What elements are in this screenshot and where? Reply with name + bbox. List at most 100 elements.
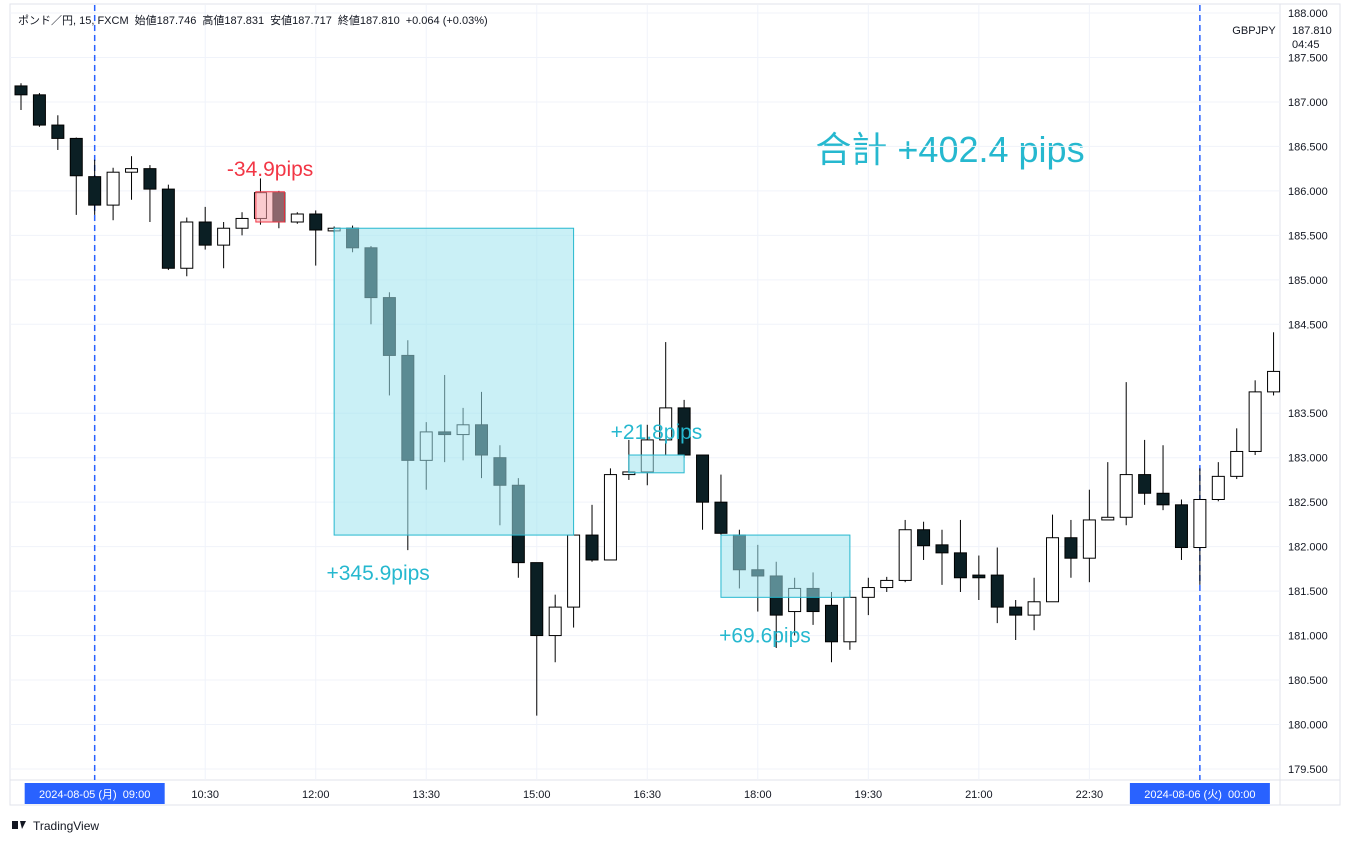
trade-label: -34.9pips — [227, 158, 313, 181]
candle-body — [1230, 450, 1244, 477]
x-tick-label: 12:00 — [302, 789, 330, 801]
candle-body — [1193, 498, 1207, 549]
x-tick-label: 19:30 — [855, 789, 883, 801]
y-tick-label: 181.000 — [1288, 631, 1328, 643]
y-tick-label: 183.000 — [1288, 453, 1328, 465]
header-item: ポンド／円, 15, FXCM — [18, 15, 129, 27]
candle-body — [1027, 601, 1041, 616]
candle-body — [567, 534, 581, 608]
candle-body — [1174, 504, 1188, 549]
candle-body — [309, 213, 323, 231]
total-label: 合計 +402.4 pips — [815, 129, 1084, 170]
candle-body — [32, 94, 46, 126]
candle-body — [217, 227, 231, 246]
candle-body — [585, 534, 599, 561]
candle-body — [972, 574, 986, 579]
grid — [10, 5, 1280, 780]
candle-body — [198, 221, 212, 246]
session-label-bg — [1129, 783, 1270, 804]
candle-body — [714, 501, 728, 534]
candle-body — [696, 454, 710, 503]
trade-label: +21.8pips — [611, 421, 703, 444]
candle-body — [1248, 391, 1262, 452]
candle-body — [1064, 537, 1078, 559]
trade-box — [255, 191, 285, 223]
candle-body — [125, 168, 139, 173]
candle-body — [1119, 474, 1133, 518]
y-tick-label: 187.500 — [1288, 52, 1328, 64]
y-tick-label: 187.000 — [1288, 97, 1328, 109]
trade-label: +345.9pips — [326, 562, 429, 585]
candle-body — [235, 217, 249, 229]
candle-body — [69, 137, 83, 177]
y-tick-label: 179.500 — [1288, 764, 1328, 776]
candle-body — [603, 474, 617, 561]
price-label: 187.810 — [1292, 25, 1332, 37]
trade-box — [628, 454, 685, 474]
y-tick-label: 186.000 — [1288, 186, 1328, 198]
candle-body — [290, 213, 304, 223]
y-tick-label: 182.500 — [1288, 497, 1328, 509]
x-tick-label: 21:00 — [965, 789, 993, 801]
header-item: +0.064 (+0.03%) — [405, 15, 488, 27]
candle-body — [659, 407, 673, 441]
candle-body — [861, 587, 875, 598]
candle-body — [917, 529, 931, 547]
candle-body — [143, 168, 157, 190]
candle-body — [843, 596, 857, 643]
candle-body — [548, 606, 562, 637]
candle-body — [1156, 492, 1170, 506]
trade-box — [333, 227, 575, 536]
candle-body — [880, 579, 894, 589]
candle-body — [1082, 519, 1096, 559]
session-label-bg — [24, 783, 165, 804]
candle-body — [953, 552, 967, 579]
header-item: 高値187.831 — [202, 15, 265, 27]
header: ポンド／円, 15, FXCM 始値187.746 高値187.831 安値187.7… — [18, 12, 494, 28]
x-tick-label: 15:00 — [523, 789, 551, 801]
candle-body — [824, 604, 838, 643]
y-tick-label: 185.500 — [1288, 230, 1328, 242]
header-item: 始値187.746 — [134, 15, 197, 27]
candle-body — [180, 221, 194, 269]
x-tick-label: 10:30 — [191, 789, 219, 801]
y-tick-label: 181.500 — [1288, 586, 1328, 598]
candle-body — [1101, 516, 1115, 521]
candle-body — [530, 562, 544, 637]
y-tick-label: 185.000 — [1288, 275, 1328, 287]
y-tick-label: 182.000 — [1288, 542, 1328, 554]
candle-body — [14, 85, 28, 96]
y-tick-label: 180.000 — [1288, 720, 1328, 732]
candle-body — [88, 176, 102, 206]
y-tick-label: 188.000 — [1288, 8, 1328, 20]
candle-body — [1046, 537, 1060, 603]
candle-body — [898, 529, 912, 581]
candle-body — [1009, 606, 1023, 616]
x-tick-label: 2024-08-06 (火) 00:00 — [1144, 789, 1255, 801]
x-tick-label: 13:30 — [412, 789, 440, 801]
header-item: 安値187.717 — [270, 15, 332, 27]
logo — [12, 821, 26, 829]
symbol: GBPJPY — [1232, 25, 1276, 37]
y-tick-label: 186.500 — [1288, 141, 1328, 153]
y-tick-label: 180.500 — [1288, 675, 1328, 687]
candle-body — [161, 188, 175, 269]
y-tick-label: 183.500 — [1288, 408, 1328, 420]
candle-body — [106, 171, 120, 206]
header-item: 終値187.810 — [337, 15, 400, 27]
x-tick-label: 18:00 — [744, 789, 772, 801]
candle-body — [990, 574, 1004, 608]
watermark: TradingView — [33, 819, 99, 833]
y-tick-label: 184.500 — [1288, 319, 1328, 331]
countdown: 04:45 — [1292, 39, 1320, 51]
x-tick-label: 16:30 — [634, 789, 662, 801]
trade-box — [720, 534, 851, 598]
x-tick-label: 2024-08-05 (月) 09:00 — [39, 789, 150, 801]
candle-body — [51, 124, 65, 139]
x-tick-label: 22:30 — [1076, 789, 1104, 801]
candle-body — [935, 544, 949, 554]
candle-body — [1211, 475, 1225, 500]
candle-body — [1267, 370, 1281, 393]
